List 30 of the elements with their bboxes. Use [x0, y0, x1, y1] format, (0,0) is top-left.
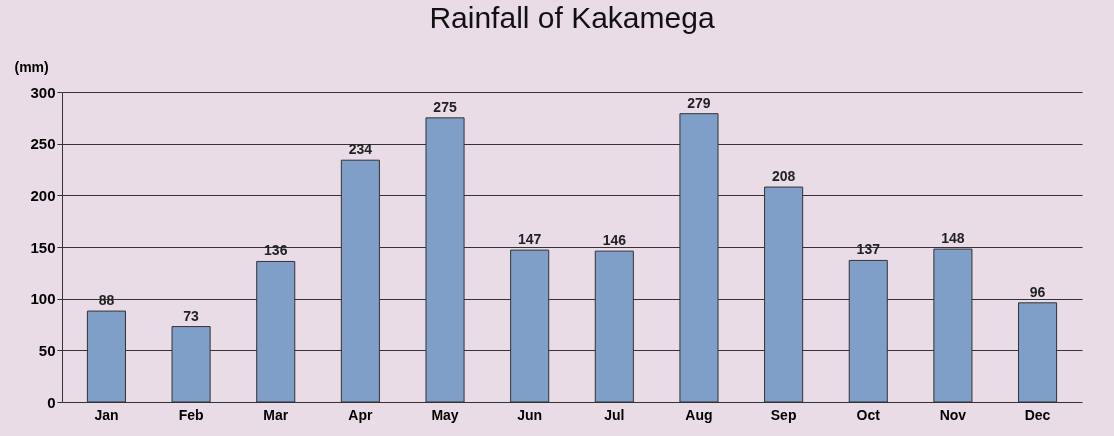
x-tick-label: Dec [1024, 406, 1051, 423]
y-axis-title: (mm) [14, 58, 49, 75]
y-tick-label: 100 [30, 290, 56, 308]
y-tick-label: 0 [47, 393, 56, 411]
data-label: 146 [602, 232, 627, 249]
data-label: 234 [348, 141, 373, 158]
data-label: 208 [771, 168, 796, 185]
y-tick-label: 150 [30, 238, 56, 256]
y-tick-label: 50 [38, 341, 56, 359]
y-tick-label: 200 [30, 186, 56, 204]
data-label: 73 [183, 307, 200, 324]
data-label: 275 [433, 98, 457, 115]
x-tick-label: Oct [856, 406, 881, 423]
x-tick-label: Jul [604, 406, 625, 423]
x-tick-label: May [431, 406, 459, 423]
data-label: 279 [687, 94, 711, 111]
y-tick-label: 300 [30, 83, 56, 101]
chart-title: Rainfall of Kakamega [429, 1, 715, 34]
x-tick-label: Sep [770, 406, 797, 423]
data-label: 148 [941, 230, 965, 247]
x-tick-label: Mar [263, 406, 289, 423]
x-tick-label: Nov [939, 406, 967, 423]
data-label: 147 [518, 231, 542, 248]
data-label: 96 [1029, 283, 1046, 300]
x-tick-label: Feb [178, 406, 204, 423]
x-tick-label: Jun [517, 406, 543, 423]
x-tick-label: Jan [94, 406, 119, 423]
y-tick-label: 250 [30, 135, 56, 153]
x-tick-label: Aug [685, 406, 713, 423]
x-tick-label: Apr [348, 406, 373, 423]
